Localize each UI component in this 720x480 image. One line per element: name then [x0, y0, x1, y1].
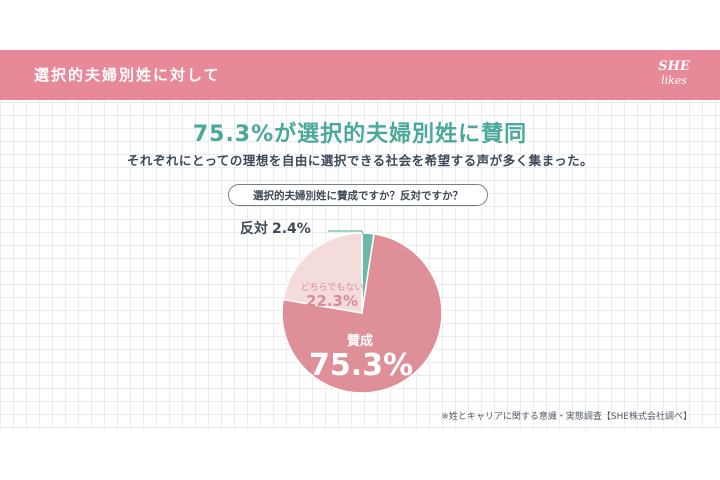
label-oppose: 反対 2.4% [240, 218, 311, 238]
label-agree-value: 75.3% [308, 348, 414, 383]
logo-line2: likes [661, 74, 687, 87]
label-neutral-value: 22.3% [305, 292, 359, 310]
logo-line1: SHE [658, 59, 690, 74]
label-oppose-name: 反対 [240, 221, 268, 237]
source-note: ※姓とキャリアに関する意識・実態調査【SHE株式会社調べ】 [441, 412, 692, 422]
oppose-leader-line-2 [361, 230, 365, 237]
header-title: 選択的夫婦別姓に対して [34, 66, 221, 84]
header-bar: 選択的夫婦別姓に対して SHE likes [0, 50, 720, 100]
question-pill: 選択的夫婦別姓に賛成ですか？反対ですか？ [228, 184, 488, 206]
label-neutral-name: どちらでもない [300, 283, 364, 293]
pie-slice-neutral [282, 232, 363, 314]
label-agree-name: 賛成 [346, 334, 373, 349]
subline: それぞれにとっての理想を自由に選択できる社会を希望する声が多く集まった。 [126, 153, 594, 168]
she-likes-logo: SHE likes [654, 56, 694, 96]
headline: 75.3%が選択的夫婦別姓に賛同 [192, 122, 528, 147]
label-oppose-value: 2.4% [272, 221, 311, 237]
